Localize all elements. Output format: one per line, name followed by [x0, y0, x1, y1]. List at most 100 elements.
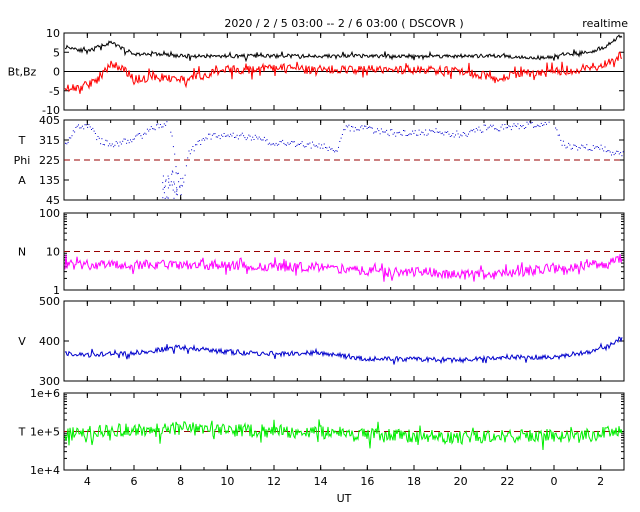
phi-point [603, 150, 605, 152]
phi-point [105, 139, 107, 141]
phi-point [570, 148, 572, 150]
phi-point [284, 144, 286, 146]
phi-point [187, 157, 189, 159]
phi-point [531, 122, 533, 123]
phi-point [265, 140, 267, 142]
phi-point [119, 141, 121, 143]
phi-point [70, 137, 72, 139]
series-line-2 [64, 51, 623, 94]
phi-point [101, 138, 103, 140]
phi-point [328, 146, 330, 148]
phi-point [166, 196, 168, 198]
phi-point [177, 172, 179, 174]
phi-point [158, 127, 160, 129]
phi-point [535, 126, 537, 128]
phi-point [470, 129, 472, 131]
phi-point [379, 133, 381, 135]
phi-point [71, 135, 73, 137]
phi-point [340, 137, 342, 139]
phi-point [171, 135, 173, 137]
phi-point [176, 194, 178, 196]
phi-point [577, 149, 579, 151]
phi-point [492, 124, 494, 126]
phi-point [367, 127, 369, 128]
phi-point [397, 132, 399, 134]
phi-point [370, 127, 372, 129]
phi-point [383, 131, 385, 133]
phi-point [153, 128, 155, 130]
phi-point [426, 134, 428, 136]
phi-point [425, 129, 427, 131]
y-axis-label: T [18, 426, 26, 439]
phi-point [578, 147, 580, 148]
phi-point [608, 150, 610, 152]
phi-point [327, 150, 329, 151]
phi-point [302, 145, 304, 147]
phi-point [560, 139, 562, 141]
phi-point [345, 125, 347, 127]
phi-point [477, 129, 479, 131]
phi-point [445, 132, 447, 133]
x-tick-label: 2 [597, 475, 604, 488]
phi-point [358, 129, 360, 131]
phi-point [592, 145, 594, 147]
phi-point [601, 148, 603, 150]
phi-point [455, 134, 456, 136]
phi-point [309, 142, 311, 144]
phi-point [604, 146, 606, 148]
phi-point [543, 124, 545, 126]
phi-point [387, 133, 389, 135]
phi-point [141, 137, 143, 139]
phi-point [235, 136, 237, 138]
phi-point [396, 132, 398, 134]
phi-point [159, 124, 161, 125]
phi-point [375, 131, 377, 133]
phi-point [481, 131, 482, 133]
phi-point [336, 150, 338, 152]
phi-point [612, 151, 614, 153]
phi-point [382, 131, 384, 133]
phi-point [469, 131, 471, 133]
phi-point [565, 147, 567, 149]
phi-point [254, 134, 256, 136]
phi-point [88, 124, 90, 126]
x-tick-label: 22 [500, 475, 514, 488]
phi-point [154, 129, 156, 131]
phi-point [465, 134, 467, 136]
phi-point [65, 142, 66, 144]
phi-point [200, 144, 202, 145]
phi-point [165, 124, 167, 126]
phi-point [573, 144, 575, 146]
phi-point [338, 146, 339, 148]
phi-point [351, 126, 352, 127]
y-axis-label: A [18, 174, 26, 187]
phi-point [295, 146, 297, 147]
phi-point [221, 134, 222, 136]
phi-point [178, 181, 180, 183]
phi-point [598, 147, 599, 148]
phi-point [273, 143, 274, 145]
phi-point [172, 146, 174, 148]
phi-point [74, 131, 76, 133]
phi-point [252, 136, 254, 138]
phi-point [98, 137, 100, 139]
phi-point [280, 141, 282, 143]
phi-point [163, 123, 165, 125]
phi-point [457, 133, 459, 135]
phi-point [243, 135, 245, 137]
x-tick-label: 8 [177, 475, 184, 488]
y-tick-label: 5 [53, 46, 60, 59]
phi-point [335, 150, 337, 152]
phi-point [490, 124, 492, 126]
phi-point [471, 130, 473, 132]
phi-point [594, 147, 596, 149]
phi-point [218, 135, 220, 137]
phi-point [332, 150, 334, 151]
phi-point [195, 144, 196, 146]
phi-point [526, 121, 528, 123]
phi-point [176, 190, 178, 192]
phi-point [609, 151, 611, 153]
phi-point [405, 135, 407, 136]
phi-point [360, 126, 362, 128]
phi-point [479, 129, 481, 131]
